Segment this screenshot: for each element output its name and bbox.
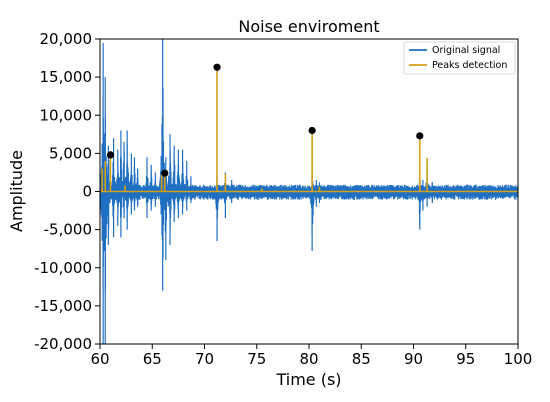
x-tick-label: 80	[299, 350, 318, 368]
y-tick-label: -20,000	[34, 335, 92, 353]
legend-box	[403, 41, 516, 75]
x-axis-label: Time (s)	[275, 370, 341, 389]
peaks-detection-series	[100, 67, 518, 193]
legend-label-peaks: Peaks detection	[432, 60, 507, 71]
y-tick-label: 5,000	[49, 144, 92, 162]
x-tick-label: 85	[352, 350, 371, 368]
peak-marker	[106, 151, 115, 159]
legend: Original signal Peaks detection	[403, 41, 516, 75]
x-tick-label: 95	[456, 350, 475, 368]
x-axis-ticks: 60 65 70 75 80 85 90 95 100	[90, 344, 532, 368]
y-tick-label: 20,000	[40, 30, 93, 48]
chart-title: Noise enviroment	[238, 17, 379, 36]
peak-marker	[308, 126, 316, 135]
y-tick-label: 10,000	[40, 106, 93, 124]
x-tick-label: 70	[195, 350, 214, 368]
y-tick-label: -10,000	[34, 259, 92, 277]
y-tick-label: 0	[82, 183, 92, 201]
peak-marker	[416, 132, 424, 140]
peak-marker	[213, 63, 221, 71]
y-axis-ticks: 20,000 15,000 10,000 5,000 0 -5,000 -10,000 -15…	[34, 30, 100, 353]
y-tick-label: -15,000	[34, 297, 92, 315]
y-tick-label: -5,000	[44, 221, 92, 239]
x-tick-label: 100	[504, 350, 533, 368]
peak-markers	[106, 63, 424, 177]
x-tick-label: 90	[404, 350, 423, 368]
x-tick-label: 75	[247, 350, 266, 368]
x-tick-label: 65	[143, 350, 162, 368]
x-tick-label: 60	[90, 350, 109, 368]
peak-marker	[161, 169, 169, 177]
legend-label-original: Original signal	[432, 45, 500, 56]
y-axis-label: Amplitude	[7, 150, 26, 232]
y-tick-label: 15,000	[40, 68, 93, 86]
